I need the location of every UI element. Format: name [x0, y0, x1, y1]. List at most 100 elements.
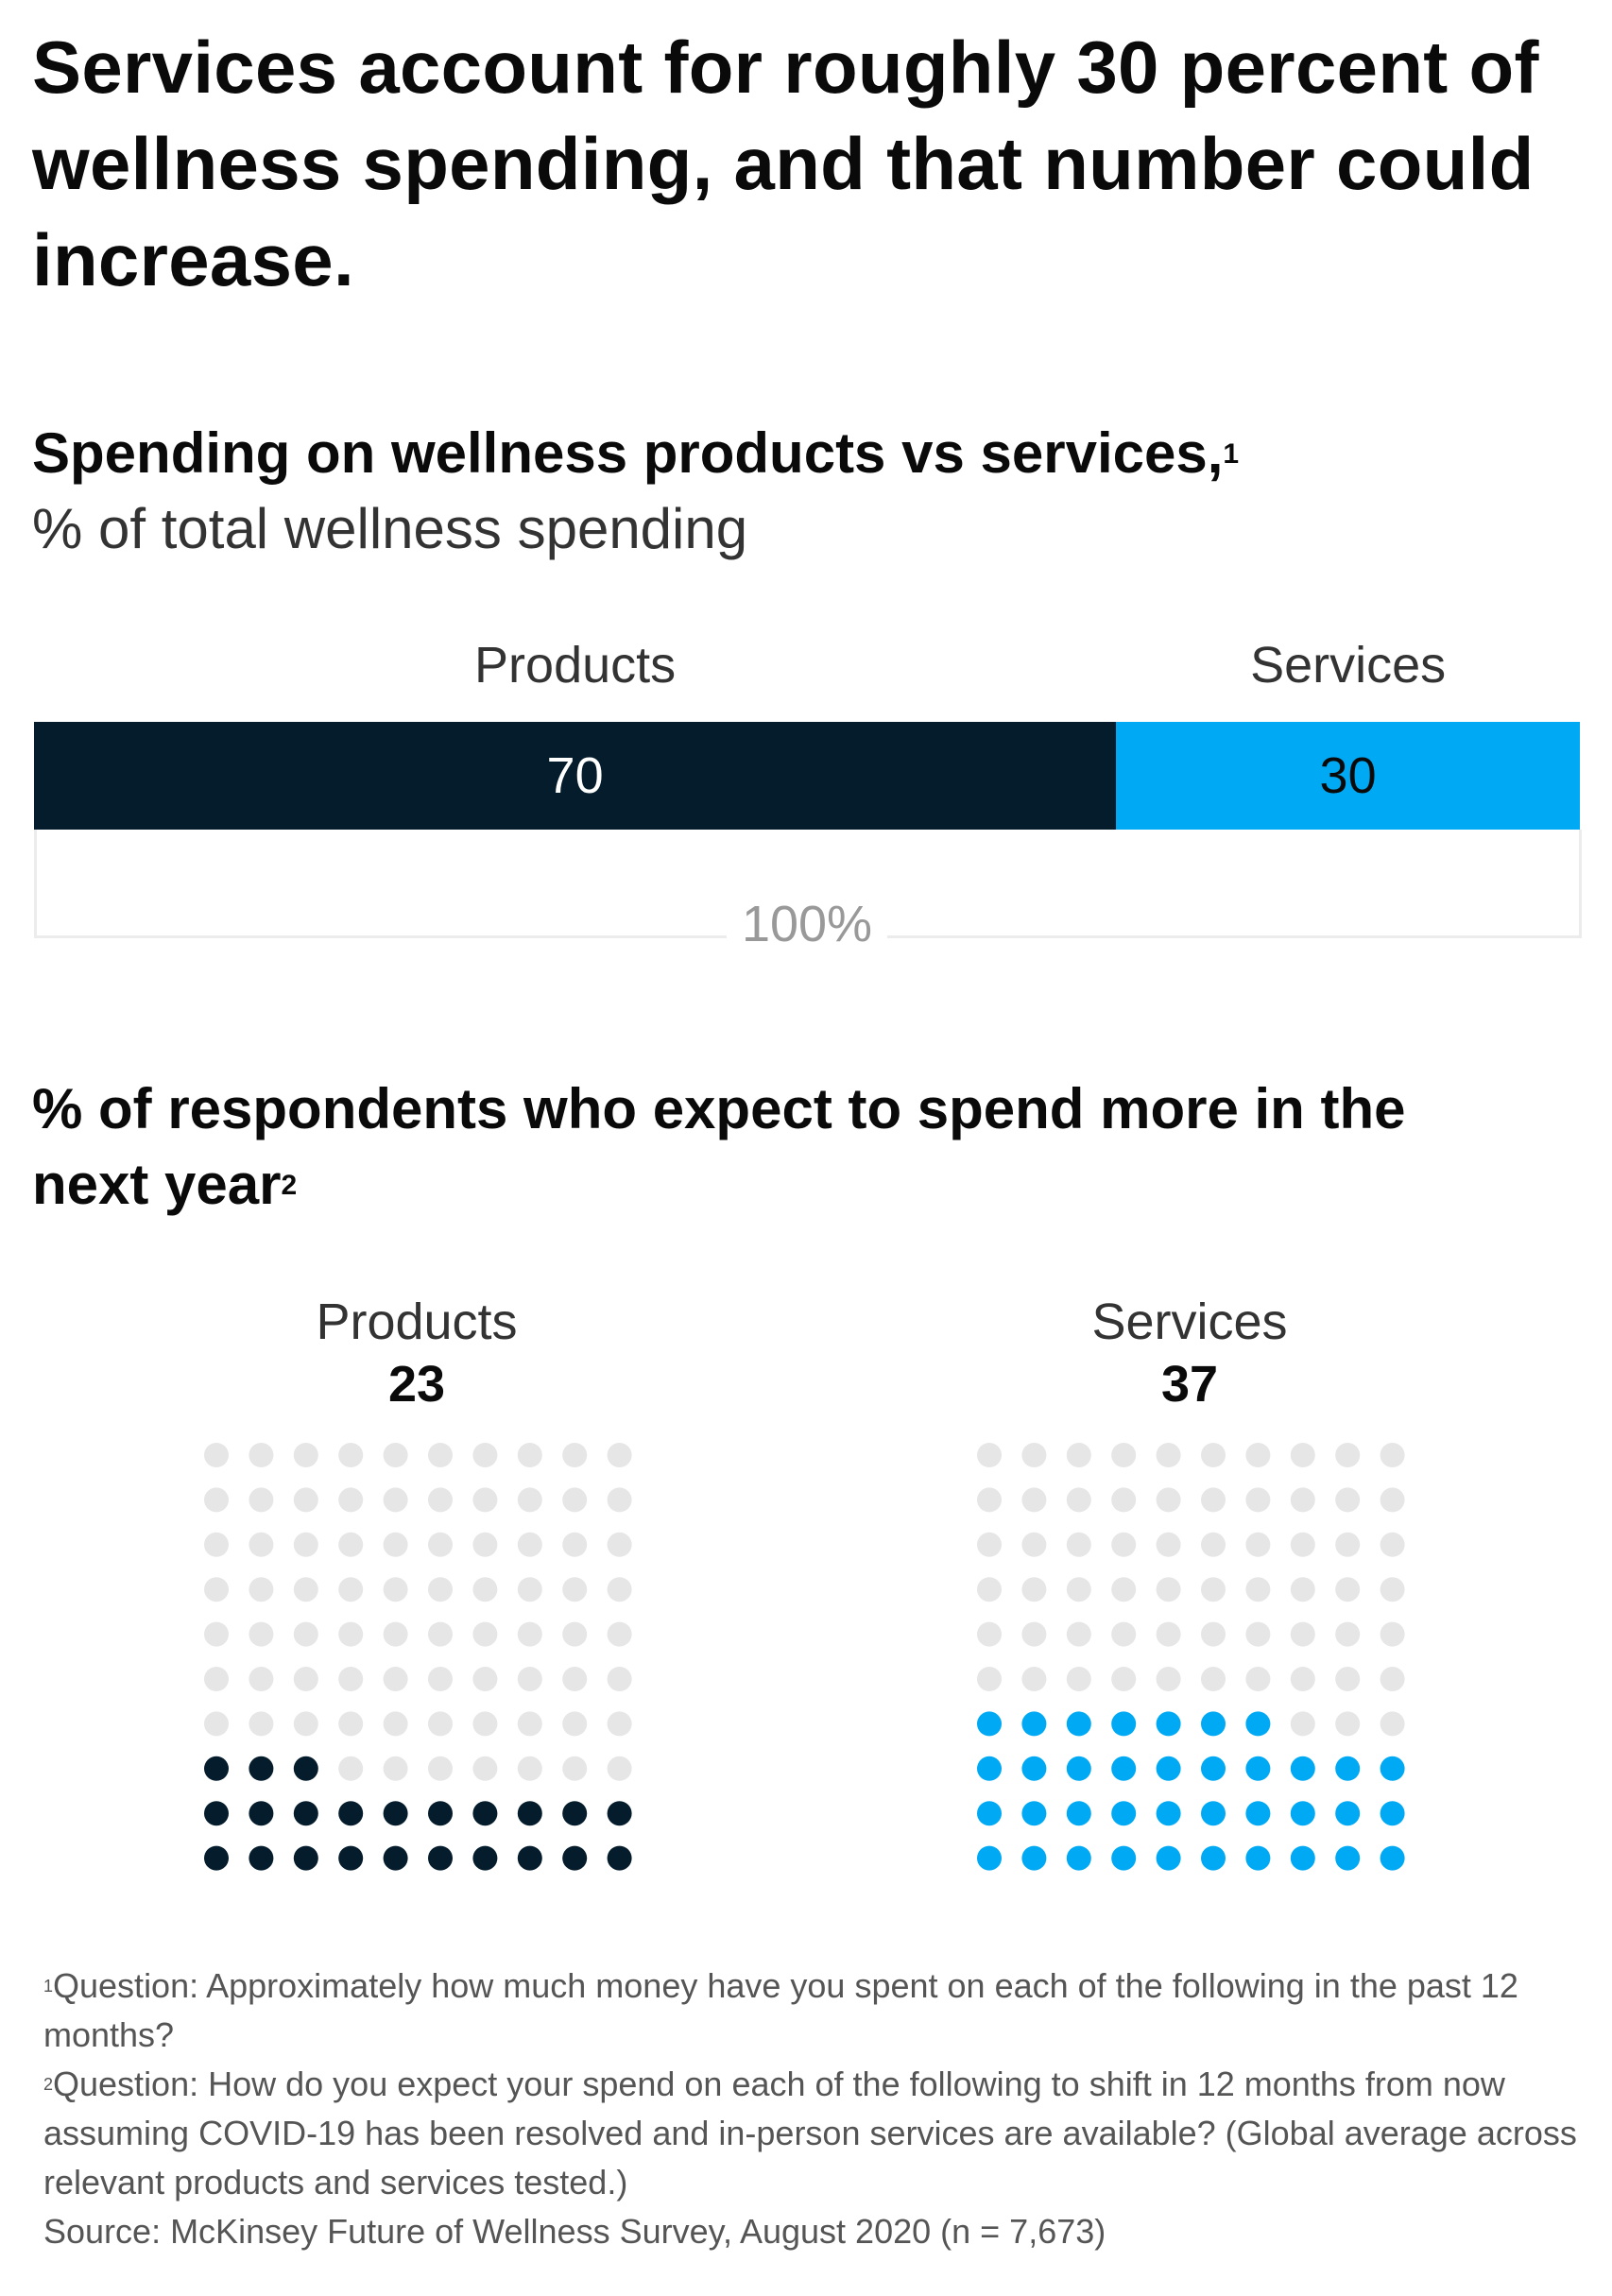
waffle-dot-services: [1335, 1845, 1361, 1871]
waffle-dot-products: [562, 1621, 588, 1647]
waffle-dot-products: [472, 1801, 498, 1826]
waffle-dot-services: [977, 1487, 1002, 1513]
waffle-dot-products: [383, 1756, 408, 1781]
waffle-dot-services: [1111, 1667, 1137, 1691]
waffle-dot-services: [977, 1845, 1002, 1871]
waffle-dot-products: [204, 1801, 229, 1826]
waffle-dot-products: [562, 1532, 588, 1557]
waffle-value-services: 37: [1160, 1356, 1219, 1413]
waffle-dot-products: [517, 1443, 542, 1467]
waffle-dot-services: [1111, 1711, 1137, 1737]
waffle-dot-products: [607, 1711, 632, 1737]
waffle-dot-services: [1156, 1621, 1181, 1647]
waffle-dot-services: [1156, 1577, 1181, 1602]
waffle-dot-services: [1066, 1711, 1091, 1737]
footnote-2-text: Question: How do you expect your spend o…: [43, 2065, 1577, 2202]
waffle-dot-products: [517, 1756, 542, 1781]
waffle-dot-services: [1066, 1756, 1091, 1781]
waffle-dot-services: [1156, 1532, 1181, 1557]
waffle-dot-services: [1290, 1845, 1315, 1871]
waffle-dot-products: [607, 1532, 632, 1557]
chart1-footnote-mark: 1: [1223, 437, 1240, 470]
waffle-dot-services: [1290, 1756, 1315, 1781]
waffle-dot-services: [977, 1667, 1002, 1691]
waffle-dot-products: [428, 1801, 453, 1826]
waffle-dot-services: [1245, 1711, 1271, 1737]
waffle-dot-services: [1380, 1756, 1405, 1781]
waffle-dot-services: [1111, 1487, 1137, 1513]
waffle-dot-services: [977, 1443, 1002, 1467]
waffle-dot-products: [338, 1532, 364, 1557]
waffle-dot-products: [607, 1487, 632, 1513]
waffle-dot-services: [1111, 1845, 1137, 1871]
waffle-dot-products: [204, 1443, 229, 1467]
waffle-dot-products: [293, 1845, 318, 1871]
waffle-dot-services: [1335, 1577, 1361, 1602]
waffle-dot-services: [1066, 1487, 1091, 1513]
waffle-dot-services: [1156, 1711, 1181, 1737]
waffle-dot-services: [1380, 1711, 1405, 1737]
waffle-dot-products: [607, 1621, 632, 1647]
waffle-dot-services: [1066, 1621, 1091, 1647]
waffle-dot-products: [517, 1801, 542, 1826]
waffle-dot-products: [562, 1577, 588, 1602]
waffle-dot-services: [1335, 1667, 1361, 1691]
waffle-dot-services: [1066, 1443, 1091, 1467]
waffle-dot-services: [1021, 1711, 1047, 1737]
waffle-dot-services: [1335, 1443, 1361, 1467]
waffle-dot-products: [517, 1532, 542, 1557]
waffle-dot-services: [977, 1577, 1002, 1602]
footnote-1: 1Question: Approximately how much money …: [43, 1962, 1584, 2060]
waffle-dot-products: [249, 1667, 274, 1691]
waffle-dot-products: [249, 1711, 274, 1737]
waffle-dot-products: [517, 1667, 542, 1691]
waffle-dot-services: [1201, 1443, 1226, 1467]
waffle-dot-services: [1245, 1443, 1271, 1467]
waffle-dot-products: [338, 1801, 364, 1826]
waffle-dot-services: [1380, 1532, 1405, 1557]
waffle-dot-products: [562, 1711, 588, 1737]
waffle-label-products: Products: [316, 1294, 518, 1350]
waffle-dot-services: [1380, 1845, 1405, 1871]
waffle-dot-products: [472, 1711, 498, 1737]
waffle-dot-products: [249, 1845, 274, 1871]
bar-label-services: Services: [1250, 637, 1447, 694]
waffle-dot-products: [517, 1845, 542, 1871]
waffle-dot-products: [383, 1711, 408, 1737]
waffle-dot-products: [472, 1667, 498, 1691]
waffle-dot-services: [1156, 1756, 1181, 1781]
chart2-title-text: % of respondents who expect to spend mor…: [32, 1077, 1406, 1216]
waffle-dot-services: [1201, 1667, 1226, 1691]
waffle-dot-services: [1111, 1532, 1137, 1557]
waffle-dot-products: [249, 1756, 274, 1781]
waffle-dot-products: [428, 1845, 453, 1871]
waffle-dot-products: [204, 1845, 229, 1871]
waffle-dot-services: [1201, 1801, 1226, 1826]
waffle-dot-products: [607, 1801, 632, 1826]
waffle-dot-services: [1290, 1487, 1315, 1513]
chart1-subtitle: % of total wellness spending: [32, 497, 748, 560]
waffle-dot-products: [383, 1443, 408, 1467]
waffle-dot-products: [562, 1756, 588, 1781]
waffle-dot-products: [383, 1801, 408, 1826]
waffle-dot-products: [249, 1532, 274, 1557]
waffle-dot-services: [1335, 1487, 1361, 1513]
footnote-1-text: Question: Approximately how much money h…: [43, 1966, 1518, 2054]
waffle-dot-services: [977, 1532, 1002, 1557]
waffle-dot-services: [1380, 1801, 1405, 1826]
waffle-dot-products: [428, 1487, 453, 1513]
waffle-dot-products: [293, 1487, 318, 1513]
waffle-dot-products: [562, 1443, 588, 1467]
waffle-dot-products: [338, 1443, 364, 1467]
waffle-dot-services: [1111, 1577, 1137, 1602]
waffle-dot-products: [472, 1845, 498, 1871]
waffle-dot-services: [1111, 1621, 1137, 1647]
waffle-dot-services: [1290, 1711, 1315, 1737]
waffle-dot-services: [1111, 1801, 1137, 1826]
waffle-dot-services: [1021, 1487, 1047, 1513]
waffle-dot-products: [383, 1621, 408, 1647]
waffle-dot-services: [977, 1756, 1002, 1781]
waffle-dot-products: [428, 1621, 453, 1647]
waffle-dot-products: [428, 1532, 453, 1557]
waffle-dot-services: [1201, 1711, 1226, 1737]
